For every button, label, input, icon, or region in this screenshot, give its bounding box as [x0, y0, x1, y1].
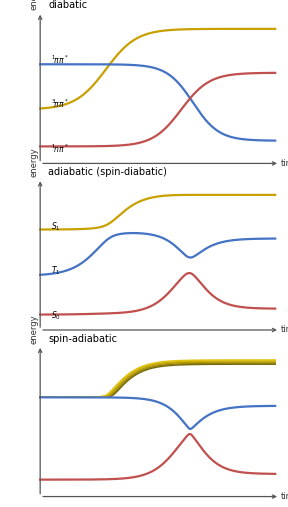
Text: energy: energy	[30, 0, 39, 11]
Text: energy: energy	[30, 148, 39, 177]
Text: $^1\!\pi\pi^*$: $^1\!\pi\pi^*$	[51, 54, 69, 66]
Text: diabatic: diabatic	[48, 1, 88, 11]
Text: spin-adiabatic: spin-adiabatic	[48, 334, 118, 344]
Text: adiabatic (spin-diabatic): adiabatic (spin-diabatic)	[48, 167, 167, 177]
Text: $S_0$: $S_0$	[51, 310, 61, 322]
Text: energy: energy	[30, 314, 39, 344]
Text: time: time	[281, 325, 288, 335]
Text: time: time	[281, 159, 288, 168]
Text: $S_1$: $S_1$	[51, 221, 60, 233]
Text: time: time	[281, 492, 288, 501]
Text: $^1\!n\pi^*$: $^1\!n\pi^*$	[51, 143, 69, 156]
Text: $T_1$: $T_1$	[51, 264, 60, 277]
Text: $^3\!\pi\pi^*$: $^3\!\pi\pi^*$	[51, 98, 69, 110]
